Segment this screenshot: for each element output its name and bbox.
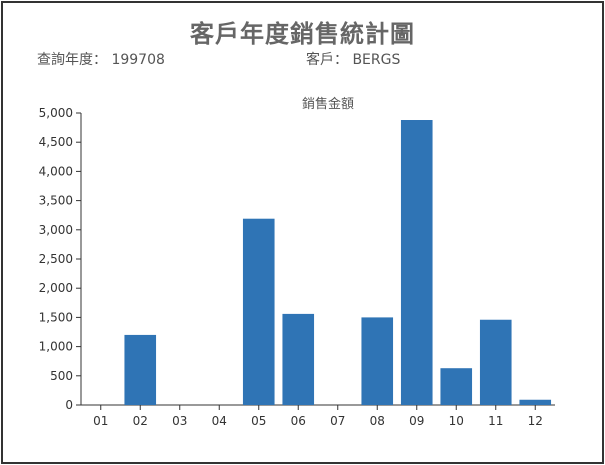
customer-label: 客戶： — [306, 52, 348, 68]
y-tick-label: 4,000 — [39, 164, 73, 178]
x-tick-label: 06 — [291, 414, 306, 428]
x-tick-label: 12 — [528, 414, 543, 428]
bar-09 — [400, 120, 433, 406]
bar-06 — [282, 313, 315, 405]
x-tick-label: 08 — [370, 414, 385, 428]
customer: 客戶： BERGS — [306, 49, 400, 69]
x-tick-label: 03 — [172, 414, 187, 428]
y-tick-label: 3,000 — [39, 223, 73, 237]
query-year: 查詢年度： 199708 — [37, 49, 165, 69]
query-year-value: 199708 — [111, 52, 165, 68]
bar-11 — [479, 319, 512, 405]
y-tick-label: 5,000 — [39, 106, 73, 120]
y-tick-label: 1,000 — [39, 340, 73, 354]
x-tick-label: 01 — [93, 414, 108, 428]
x-tick-label: 05 — [251, 414, 266, 428]
y-tick-label: 4,500 — [39, 135, 73, 149]
y-tick-label: 3,500 — [39, 194, 73, 208]
bar-10 — [440, 368, 473, 405]
x-tick-label: 04 — [212, 414, 227, 428]
customer-value: BERGS — [352, 52, 401, 68]
bar-02 — [124, 334, 157, 405]
y-tick-label: 500 — [50, 369, 73, 383]
bar-05 — [242, 218, 275, 405]
x-tick-label: 07 — [330, 414, 345, 428]
series-label: 銷售金額 — [302, 96, 354, 112]
y-tick-label: 2,000 — [39, 281, 73, 295]
y-tick-label: 1,500 — [39, 310, 73, 324]
x-tick-label: 10 — [449, 414, 464, 428]
y-tick-label: 0 — [65, 398, 73, 412]
y-tick-label: 2,500 — [39, 252, 73, 266]
chart-title: 客戶年度銷售統計圖 — [190, 20, 415, 48]
query-year-label: 查詢年度： — [37, 52, 107, 68]
bar-08 — [361, 317, 394, 405]
x-tick-label: 02 — [133, 414, 148, 428]
x-tick-label: 09 — [409, 414, 424, 428]
x-tick-label: 11 — [488, 414, 503, 428]
bar-12 — [519, 399, 552, 405]
